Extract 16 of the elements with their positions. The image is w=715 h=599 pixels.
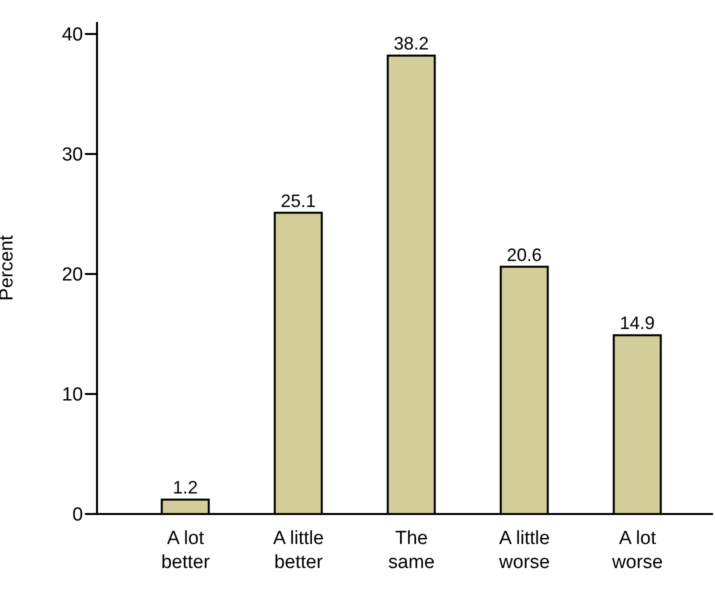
data-label: 20.6: [506, 244, 542, 265]
y-tick-label: 20: [62, 264, 83, 286]
x-tick-label: A little better: [273, 528, 324, 573]
y-tick-label: 40: [62, 24, 83, 46]
data-label: 14.9: [620, 313, 655, 334]
y-tick-label: 0: [72, 504, 83, 526]
y-tick-label: 10: [62, 384, 83, 406]
y-tick-label: 30: [62, 144, 83, 166]
data-label: 38.2: [394, 34, 429, 54]
x-tick-label: The same: [388, 528, 435, 573]
data-label: 25.1: [280, 190, 316, 211]
y-axis-title: Percent: [0, 234, 18, 301]
data-label: 1.2: [172, 478, 198, 498]
x-tick-label: A lot better: [161, 528, 210, 573]
x-tick-label: A lot worse: [611, 528, 663, 573]
x-tick-label: A little worse: [498, 528, 550, 573]
